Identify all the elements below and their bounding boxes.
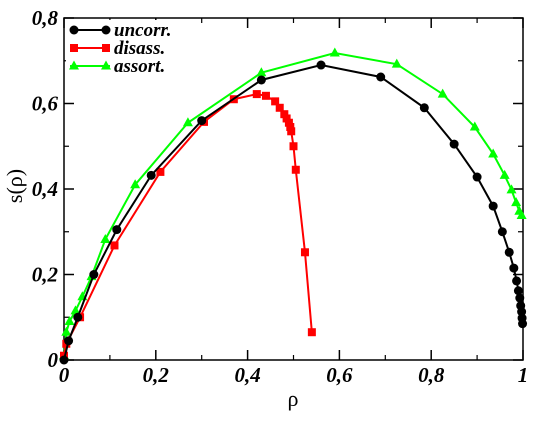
data-point [284, 118, 293, 127]
data-point [256, 75, 266, 85]
data-point [488, 148, 499, 158]
data-point [130, 179, 141, 189]
data-point [512, 276, 522, 286]
data-point [449, 139, 459, 149]
legend-marker [69, 60, 79, 70]
series-assort [59, 47, 527, 360]
legend: uncorr.disass.assort. [66, 20, 198, 77]
data-point [437, 88, 448, 98]
data-point [100, 233, 111, 243]
data-point [516, 210, 527, 220]
tick-labels: 0 0,2 0,4 0,6 0,8 1 0 0,2 0,4 0,6 0,8 [32, 6, 529, 387]
data-point [73, 312, 83, 322]
data-point [469, 121, 480, 131]
x-tick-label: 0,6 [326, 363, 353, 387]
data-point [110, 241, 119, 250]
x-tick-label: 0,8 [418, 363, 445, 387]
data-point [182, 117, 193, 127]
y-tick-label: 0,2 [32, 263, 59, 287]
x-tick-label: 0,2 [143, 363, 170, 387]
x-axis-title: ρ [288, 386, 299, 411]
data-point [197, 116, 207, 126]
series-line [63, 93, 313, 356]
data-point [289, 142, 298, 151]
x-tick-label: 0,4 [234, 363, 260, 387]
data-point [271, 97, 280, 106]
data-point [472, 172, 482, 182]
data-point [506, 184, 517, 194]
legend-label: disass. [114, 38, 165, 59]
data-point [515, 293, 525, 303]
legend-label: assort. [114, 56, 165, 77]
data-point [287, 127, 296, 136]
data-point [282, 114, 291, 123]
data-point [488, 201, 498, 211]
y-axis-title: s(ρ) [2, 169, 27, 203]
y-tick-label: 0,6 [32, 92, 59, 116]
legend-marker [101, 25, 111, 35]
series-layer [59, 47, 528, 365]
y-tick-label: 0,8 [32, 6, 59, 30]
data-point [316, 60, 326, 70]
x-tick-label: 1 [518, 363, 529, 387]
data-point [70, 305, 81, 315]
data-point [300, 248, 309, 257]
x-tick-label: 0 [59, 363, 70, 387]
data-point [376, 72, 386, 82]
data-point [280, 110, 289, 119]
data-point [329, 47, 340, 57]
legend-label: uncorr. [114, 20, 172, 41]
data-point [89, 270, 99, 279]
legend-marker [70, 44, 78, 52]
y-tick-label: 0 [48, 348, 59, 372]
data-point [511, 197, 522, 207]
data-point [291, 165, 300, 174]
data-point [59, 355, 69, 365]
data-point [518, 319, 528, 329]
data-point [112, 225, 122, 235]
data-point [419, 103, 429, 113]
data-point [261, 91, 270, 100]
data-point [509, 263, 519, 273]
data-point [391, 58, 402, 68]
data-point [156, 167, 165, 176]
data-point [275, 103, 284, 112]
legend-marker [102, 44, 110, 52]
series-uncorr [59, 60, 528, 365]
legend-marker [69, 25, 79, 35]
data-point [64, 316, 75, 326]
data-point [61, 326, 72, 336]
series-line [63, 64, 524, 361]
data-point [256, 67, 267, 77]
data-point [64, 336, 74, 346]
data-point [146, 170, 156, 180]
series-disass [60, 90, 316, 360]
data-point [513, 286, 523, 296]
data-point [252, 90, 261, 99]
data-point [497, 227, 507, 237]
y-tick-label: 0,4 [32, 177, 58, 201]
data-point [286, 123, 295, 132]
data-point [307, 328, 316, 337]
data-point [517, 307, 527, 317]
data-point [504, 247, 514, 257]
legend-marker [101, 60, 111, 70]
data-point [499, 169, 510, 179]
